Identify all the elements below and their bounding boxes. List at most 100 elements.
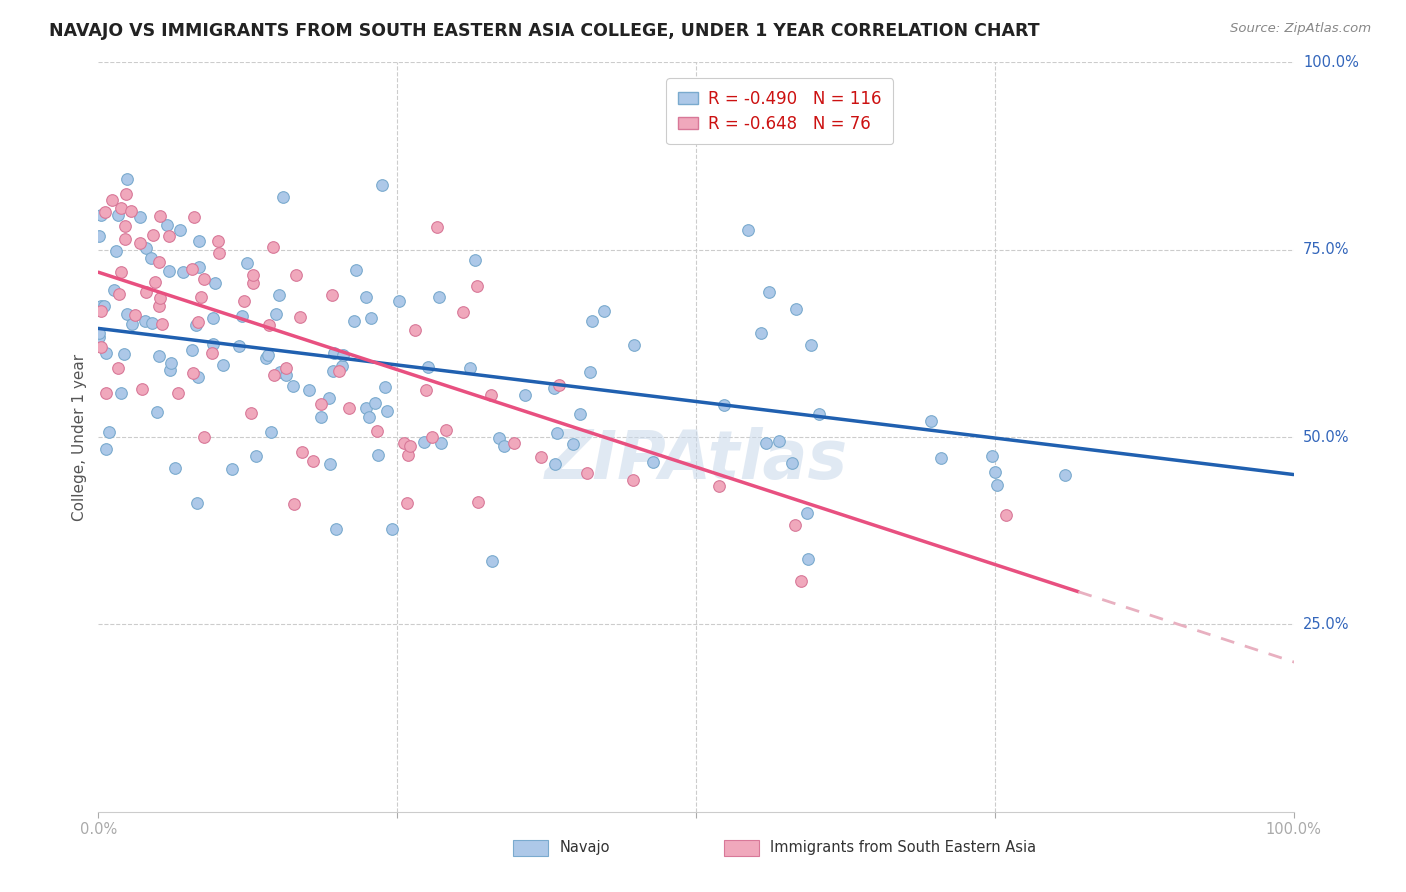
Point (562, 437, 585, 451)
Point (707, 479, 730, 493)
Point (322, 346, 344, 360)
Point (318, 392, 340, 406)
Point (208, 246, 231, 260)
Point (366, 424, 388, 438)
Point (108, 287, 131, 301)
Point (713, 398, 735, 412)
Point (796, 506, 818, 520)
Point (231, 309, 253, 323)
Text: 50.0%: 50.0% (1303, 430, 1350, 444)
Y-axis label: College, Under 1 year: College, Under 1 year (72, 353, 87, 521)
Point (228, 339, 250, 353)
Point (737, 223, 759, 237)
Point (107, 360, 129, 375)
Point (181, 366, 204, 380)
Point (392, 435, 415, 450)
Point (420, 429, 443, 443)
Point (93, 299, 115, 313)
Legend: R = -0.490   N = 116, R = -0.648   N = 76: R = -0.490 N = 116, R = -0.648 N = 76 (666, 78, 893, 145)
Point (641, 455, 664, 469)
Point (768, 434, 790, 448)
Point (149, 291, 172, 305)
Point (381, 522, 404, 536)
Point (800, 338, 823, 352)
Point (242, 276, 264, 290)
Point (142, 227, 165, 242)
Point (262, 239, 284, 253)
Point (90, 208, 112, 222)
Point (120, 204, 142, 219)
Point (201, 346, 224, 360)
Point (465, 279, 488, 293)
Point (139, 251, 162, 265)
Point (124, 308, 146, 322)
Point (149, 209, 172, 223)
Point (89, 299, 111, 313)
Point (464, 253, 486, 268)
Point (981, 449, 1004, 463)
Point (141, 316, 163, 330)
Point (101, 193, 124, 207)
Point (239, 406, 262, 420)
Point (172, 265, 194, 279)
Point (257, 348, 280, 362)
Point (995, 508, 1018, 522)
Point (309, 409, 332, 424)
Point (388, 294, 411, 309)
Point (135, 285, 157, 299)
Point (157, 228, 180, 243)
Point (263, 368, 285, 383)
Point (186, 496, 208, 510)
Point (187, 315, 209, 329)
Point (236, 255, 259, 269)
Point (110, 264, 132, 278)
Point (94, 386, 117, 401)
Point (354, 290, 377, 304)
Point (623, 338, 645, 352)
Point (427, 290, 450, 304)
Point (754, 436, 776, 450)
Point (211, 358, 233, 372)
Point (128, 235, 150, 250)
Point (156, 219, 179, 233)
Point (89, 302, 111, 317)
Point (330, 359, 353, 373)
Text: Source: ZipAtlas.com: Source: ZipAtlas.com (1230, 22, 1371, 36)
Text: NAVAJO VS IMMIGRANTS FROM SOUTH EASTERN ASIA COLLEGE, UNDER 1 YEAR CORRELATION C: NAVAJO VS IMMIGRANTS FROM SOUTH EASTERN … (49, 22, 1040, 40)
Point (1054, 468, 1077, 483)
Point (115, 307, 138, 321)
Point (375, 403, 398, 417)
Point (503, 435, 526, 450)
Point (148, 255, 170, 269)
Point (758, 285, 780, 299)
Point (180, 343, 202, 358)
Point (207, 234, 229, 248)
Point (412, 435, 434, 450)
Point (494, 439, 516, 453)
Point (416, 359, 439, 374)
Point (548, 378, 571, 392)
Text: 25.0%: 25.0% (1303, 617, 1350, 632)
Point (114, 232, 136, 246)
Point (264, 307, 287, 321)
Point (269, 287, 291, 301)
Point (187, 370, 209, 384)
Point (920, 414, 942, 428)
Point (221, 462, 243, 476)
Point (808, 408, 831, 422)
Point (288, 310, 311, 324)
Point (790, 574, 813, 588)
Point (568, 407, 591, 421)
Point (134, 314, 156, 328)
Point (143, 275, 166, 289)
Point (202, 336, 225, 351)
Point (187, 234, 209, 248)
Point (89, 329, 111, 343)
Point (114, 219, 136, 233)
Point (117, 171, 139, 186)
Point (785, 517, 807, 532)
Point (104, 244, 127, 258)
Point (426, 219, 449, 234)
Point (204, 276, 226, 290)
Bar (513, 840, 548, 856)
